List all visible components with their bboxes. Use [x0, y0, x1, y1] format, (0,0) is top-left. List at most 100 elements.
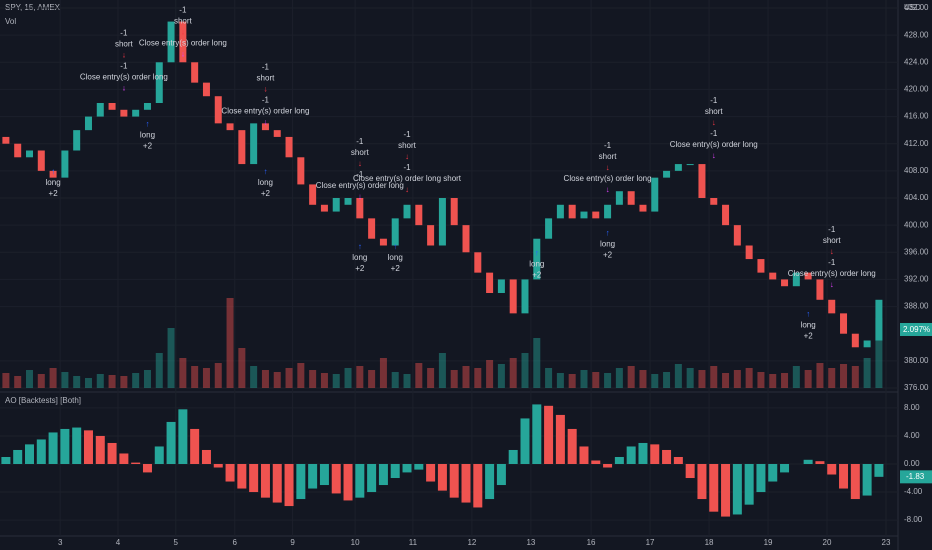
- ao-bar: [284, 464, 294, 507]
- x-tick-label: 12: [467, 538, 476, 547]
- y-tick-label: 4.00: [904, 431, 920, 440]
- signal-label: ↑: [358, 242, 362, 251]
- ao-bar: [839, 464, 849, 489]
- signal-label: +2: [603, 250, 613, 259]
- ao-bar: [225, 464, 235, 482]
- candle-body: [792, 272, 800, 287]
- volume-bar: [509, 358, 517, 388]
- ao-bar: [1, 456, 11, 464]
- signal-label: ↑: [263, 167, 267, 176]
- x-tick-label: 3: [58, 538, 63, 547]
- y-tick-label: 428.00: [904, 30, 929, 39]
- candle-body: [167, 21, 175, 63]
- candle-body: [403, 204, 411, 219]
- candle-body: [285, 136, 293, 158]
- candle-body: [875, 299, 883, 341]
- signal-label: ↑: [806, 310, 810, 319]
- volume-bar: [686, 368, 694, 388]
- candle-body: [344, 198, 352, 205]
- y-tick-label: 392.00: [904, 275, 929, 284]
- ao-bar: [732, 464, 742, 515]
- volume-bar: [285, 368, 293, 388]
- volume-bar: [61, 372, 69, 388]
- y-tick-label: 0.00: [904, 459, 920, 468]
- signal-label: Close entry(s) order long: [316, 181, 404, 190]
- volume-bar: [627, 366, 635, 388]
- signal-label: -1: [120, 28, 128, 37]
- signal-label: long: [388, 253, 403, 262]
- ao-bar: [119, 453, 129, 464]
- candle-body: [96, 103, 104, 117]
- ao-bar: [249, 464, 259, 493]
- y-tick-label: 404.00: [904, 193, 929, 202]
- candle-body: [686, 164, 694, 166]
- candle-body: [674, 164, 682, 171]
- x-tick-label: 19: [764, 538, 773, 547]
- signal-label: -1: [403, 130, 411, 139]
- candle-body: [14, 143, 22, 158]
- signal-label: short: [257, 73, 276, 82]
- ao-bar: [850, 464, 860, 500]
- signal-label: short: [398, 141, 417, 150]
- ao-bar: [485, 464, 495, 500]
- signal-label: -1: [356, 137, 364, 146]
- last-price-box: [900, 323, 932, 336]
- signal-label: ↓: [830, 247, 834, 256]
- y-tick-label: 432.00: [904, 3, 929, 12]
- x-tick-label: 16: [587, 538, 596, 547]
- y-tick-label: 8.00: [904, 403, 920, 412]
- signal-label: short: [823, 236, 842, 245]
- indicator-title: AO [Backtests] [Both]: [5, 396, 81, 405]
- volume-bar: [745, 368, 753, 388]
- x-tick-label: 4: [116, 538, 121, 547]
- candle-body: [250, 123, 258, 165]
- ao-bar: [697, 464, 707, 500]
- ao-bar: [95, 435, 105, 464]
- volume-bar: [84, 378, 92, 388]
- ao-bar: [532, 404, 542, 464]
- ao-bar: [685, 464, 695, 479]
- volume-bar: [261, 370, 269, 388]
- ao-bar: [591, 460, 601, 464]
- x-tick-label: 5: [174, 538, 179, 547]
- volume-bar: [804, 370, 812, 388]
- volume-bar: [840, 364, 848, 388]
- volume-bar: [120, 376, 128, 388]
- candle-body: [320, 204, 328, 212]
- volume-bar: [438, 353, 446, 388]
- ao-bar: [190, 428, 200, 464]
- candle-body: [639, 204, 647, 212]
- y-tick-label: -8.00: [904, 515, 923, 524]
- volume-bar: [273, 372, 281, 388]
- ao-bar: [662, 449, 672, 464]
- signal-label: +2: [49, 189, 59, 198]
- ao-bar: [36, 439, 46, 464]
- volume-bar: [674, 364, 682, 388]
- ao-bar: [13, 449, 23, 464]
- candle-body: [61, 150, 69, 178]
- ao-bar: [496, 464, 506, 486]
- candle-body: [521, 279, 529, 314]
- ao-bar: [402, 464, 412, 473]
- ao-bar: [544, 405, 554, 464]
- volume-bar: [250, 366, 258, 388]
- candle-body: [155, 62, 163, 103]
- ao-bar: [308, 464, 318, 489]
- volume-bar: [96, 374, 104, 388]
- signal-label: ↓: [122, 83, 126, 92]
- candle-body: [309, 184, 317, 205]
- y-tick-label: -4.00: [904, 487, 923, 496]
- candle-body: [2, 136, 10, 144]
- signal-label: ↓: [358, 159, 362, 168]
- ao-bar: [355, 464, 365, 498]
- ao-bar: [874, 464, 884, 477]
- ao-bar: [260, 464, 270, 498]
- ao-bar: [709, 464, 719, 512]
- x-tick-label: 10: [351, 538, 360, 547]
- candle-body: [627, 191, 635, 205]
- ao-bar: [142, 464, 152, 473]
- candle-body: [474, 252, 482, 273]
- volume-bar: [462, 366, 470, 388]
- last-price-label: 2.097%: [903, 325, 930, 334]
- ao-bar: [426, 464, 436, 482]
